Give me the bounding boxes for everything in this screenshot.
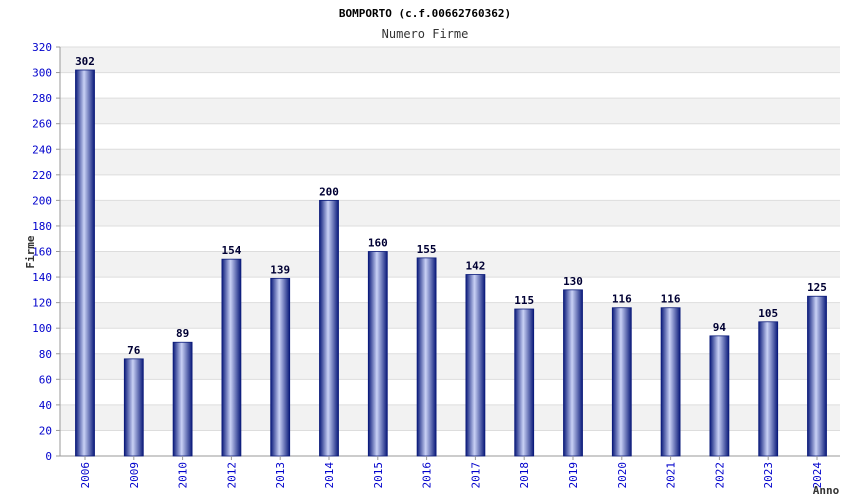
bar-value-label: 89: [176, 327, 189, 340]
grid-band: [60, 251, 840, 278]
y-tick-label: 120: [32, 297, 52, 310]
y-tick-label: 100: [32, 322, 52, 335]
x-tick-label: 2009: [128, 462, 141, 489]
x-tick-label: 2023: [762, 462, 775, 489]
grid-band: [60, 47, 840, 73]
bar-value-label: 142: [465, 260, 485, 273]
grid-band: [60, 302, 840, 329]
y-tick-label: 80: [39, 348, 52, 361]
bar-value-label: 155: [417, 243, 437, 256]
bar: [758, 321, 779, 457]
y-tick-label: 300: [32, 67, 52, 80]
bar-value-label: 76: [127, 344, 141, 357]
bar: [611, 307, 632, 457]
chart-title: BOMPORTO (c.f.00662760362): [339, 7, 511, 20]
x-tick-label: 2014: [323, 462, 336, 489]
grid-band: [60, 98, 840, 124]
bar-value-label: 125: [807, 281, 827, 294]
y-tick-label: 140: [32, 271, 52, 284]
y-tick-label: 220: [32, 169, 52, 182]
bar-value-label: 115: [514, 294, 534, 307]
y-tick-label: 20: [39, 424, 52, 437]
x-tick-label: 2022: [713, 462, 726, 489]
y-tick-label: 240: [32, 143, 52, 156]
bar: [807, 295, 827, 457]
y-tick-label: 160: [32, 246, 52, 259]
y-tick-label: 180: [32, 220, 52, 233]
x-tick-label: 2010: [177, 462, 190, 489]
bar-value-label: 160: [368, 237, 388, 250]
bar: [75, 69, 95, 457]
bar-value-label: 94: [713, 321, 727, 334]
x-tick-label: 2018: [518, 462, 531, 489]
y-axis-label: Firme: [24, 235, 37, 268]
bar: [416, 257, 437, 457]
x-tick-label: 2012: [225, 462, 238, 489]
bar-value-label: 139: [270, 263, 290, 276]
y-tick-label: 260: [32, 118, 52, 131]
x-tick-label: 2017: [469, 462, 482, 489]
x-tick-label: 2021: [665, 462, 678, 489]
x-tick-label: 2015: [372, 462, 385, 489]
y-tick-label: 320: [32, 41, 52, 54]
bar-value-label: 302: [75, 55, 95, 68]
x-tick-label: 2019: [567, 462, 580, 489]
bar: [563, 289, 583, 457]
x-tick-label: 2013: [274, 462, 287, 489]
bar-value-label: 130: [563, 275, 583, 288]
bar-value-label: 105: [758, 307, 778, 320]
grid-band: [60, 200, 840, 226]
y-tick-label: 40: [39, 399, 52, 412]
plot-area: 0 20 40 60 80 100 120 140 160 180 200 220 240 260 280 3…: [32, 41, 840, 489]
bar: [660, 307, 681, 457]
grid-band: [60, 149, 840, 175]
chart-subtitle: Numero Firme: [382, 27, 469, 41]
bar-value-label: 200: [319, 185, 339, 198]
bar-value-label: 116: [661, 293, 681, 306]
y-tick-label: 60: [39, 373, 52, 386]
bar: [319, 199, 339, 457]
bar: [172, 341, 193, 457]
bar: [514, 308, 535, 457]
bar: [709, 335, 730, 457]
bar: [367, 251, 388, 457]
bar-value-label: 154: [221, 244, 241, 257]
x-axis-label: Anno: [813, 484, 840, 497]
bar: [465, 274, 486, 457]
x-tick-label: 2020: [616, 462, 629, 489]
y-tick-label: 280: [32, 92, 52, 105]
bar: [221, 258, 242, 457]
bar: [270, 277, 291, 457]
y-tick-label: 0: [45, 450, 52, 463]
y-tick-label: 200: [32, 194, 52, 207]
bar: [123, 358, 144, 457]
x-tick-label: 2024: [811, 462, 824, 489]
bar-value-label: 116: [612, 293, 632, 306]
x-tick-label: 2006: [79, 462, 92, 489]
x-tick-label: 2016: [421, 462, 434, 489]
